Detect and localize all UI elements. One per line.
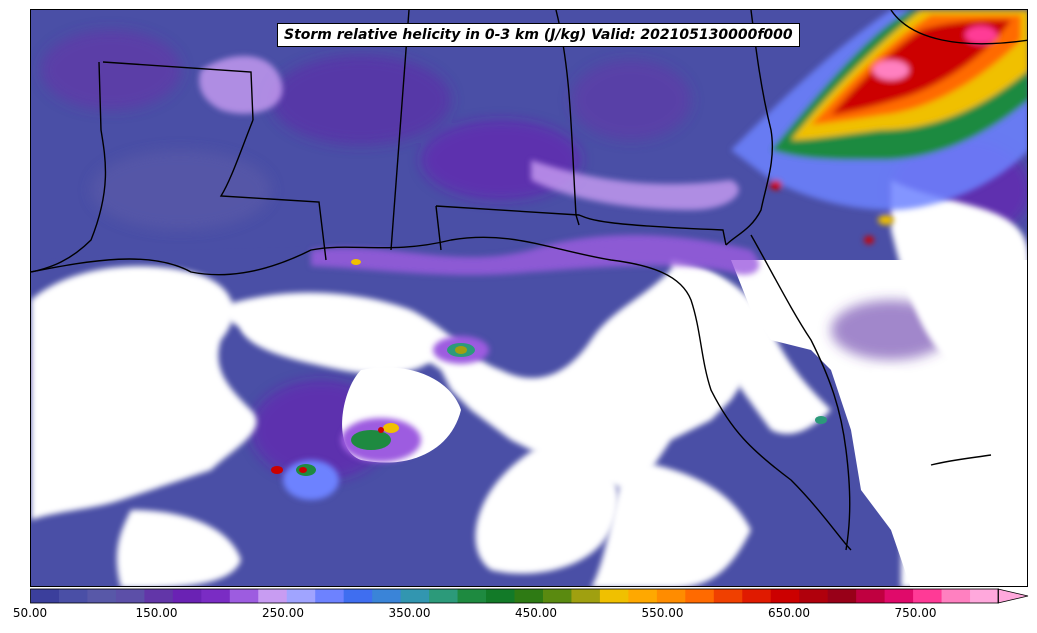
- colorbar-swatch: [229, 589, 259, 603]
- colorbar-swatch: [457, 589, 487, 603]
- map-panel: Storm relative helicity in 0-3 km (J/kg)…: [30, 9, 1028, 587]
- colorbar-swatch: [542, 589, 572, 603]
- colorbar-swatch: [115, 589, 145, 603]
- colorbar-swatch: [685, 589, 715, 603]
- gulf-storm-clusters: [271, 259, 827, 500]
- colorbar-swatch: [599, 589, 629, 603]
- colorbar-swatch: [913, 589, 943, 603]
- map-title: Storm relative helicity in 0-3 km (J/kg)…: [277, 23, 800, 47]
- colorbar-swatch: [713, 589, 743, 603]
- colorbar-swatches: [30, 589, 999, 603]
- colorbar-swatch: [172, 589, 202, 603]
- colorbar-tick-label: 350.00: [388, 606, 431, 620]
- colorbar-swatch: [770, 589, 800, 603]
- helicity-map: [31, 10, 1027, 586]
- colorbar-swatch: [856, 589, 886, 603]
- colorbar-swatch: [429, 589, 459, 603]
- colorbar-swatch: [343, 589, 373, 603]
- colorbar-tick-label: 50.00: [12, 606, 48, 620]
- colorbar-swatch: [286, 589, 316, 603]
- colorbar-swatch: [628, 589, 658, 603]
- colorbar-tick-label: 150.00: [135, 606, 178, 620]
- colorbar-swatch: [486, 589, 515, 603]
- colorbar-swatch: [144, 589, 174, 603]
- colorbar-swatch: [30, 589, 60, 603]
- helicity-gaps: [31, 180, 1027, 586]
- colorbar-swatch: [571, 589, 601, 603]
- colorbar-swatch: [656, 589, 686, 603]
- colorbar-swatch: [884, 589, 914, 603]
- colorbar-tick-label: 750.00: [894, 606, 937, 620]
- colorbar-swatch: [87, 589, 117, 603]
- colorbar-swatch: [742, 589, 772, 603]
- colorbar-swatch: [799, 589, 829, 603]
- colorbar-swatch: [941, 589, 971, 603]
- colorbar-swatch: [514, 589, 544, 603]
- colorbar: [30, 588, 1029, 604]
- colorbar-swatch: [58, 589, 88, 603]
- colorbar-tick-label: 650.00: [768, 606, 810, 620]
- colorbar-extend-arrow: [997, 588, 1029, 604]
- boundaries: [31, 10, 1027, 551]
- colorbar-swatch: [258, 589, 288, 603]
- colorbar-swatch: [970, 589, 999, 603]
- colorbar-tick-label: 550.00: [641, 606, 684, 620]
- colorbar-swatch: [201, 589, 231, 603]
- colorbar-tick-label: 450.00: [515, 606, 557, 620]
- colorbar-tick-label: 250.00: [262, 606, 304, 620]
- colorbar-swatch: [400, 589, 430, 603]
- colorbar-swatch: [315, 589, 345, 603]
- colorbar-swatch: [827, 589, 857, 603]
- colorbar-frame: [30, 588, 999, 604]
- colorbar-swatch: [372, 589, 402, 603]
